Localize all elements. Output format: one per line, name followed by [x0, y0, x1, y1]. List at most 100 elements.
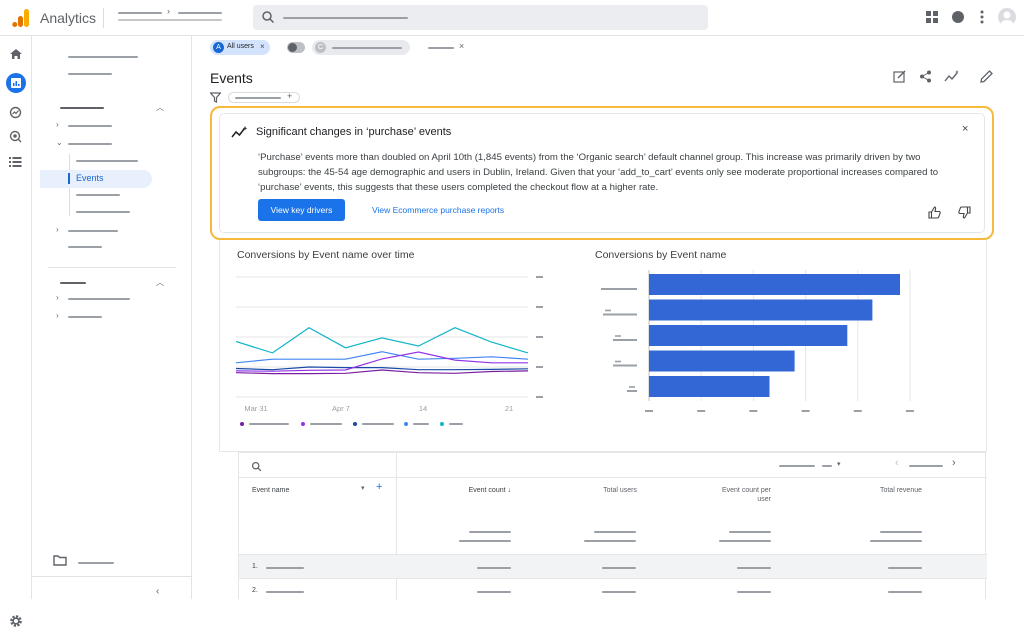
expand-chevron-icon[interactable]: › [56, 293, 59, 302]
thumb-down-icon[interactable] [958, 206, 971, 219]
nav-item[interactable] [68, 230, 118, 232]
advertising-icon[interactable] [9, 130, 22, 143]
insight-card: Significant changes in ‘purchase’ events… [210, 106, 994, 240]
col-header-event-count[interactable]: Event count ↓ [449, 486, 511, 495]
nav-divider [48, 267, 176, 268]
nav-subitem[interactable] [76, 211, 130, 213]
col-header-total-revenue[interactable]: Total revenue [879, 487, 922, 494]
analytics-logo-icon[interactable] [12, 8, 30, 28]
segment-chip-all-users[interactable]: A All users × [210, 40, 270, 55]
home-icon[interactable] [9, 48, 23, 60]
search-bar[interactable] [253, 5, 708, 30]
apps-grid-icon[interactable] [926, 11, 938, 23]
configure-icon[interactable] [9, 157, 22, 167]
nav-subitem[interactable] [76, 194, 120, 196]
series-line-4[interactable] [236, 369, 529, 375]
share-icon[interactable] [919, 70, 932, 83]
view-ecommerce-reports-link[interactable]: View Ecommerce purchase reports [372, 205, 505, 215]
view-key-drivers-button[interactable]: View key drivers [258, 199, 345, 221]
nav-item[interactable] [68, 298, 130, 300]
series-line-0[interactable] [236, 326, 529, 354]
settings-icon[interactable] [9, 614, 23, 628]
legend-label [310, 423, 342, 425]
customize-report-icon[interactable] [893, 70, 906, 83]
bar-chart[interactable] [598, 270, 928, 416]
nav-item[interactable] [68, 56, 138, 58]
line-chart[interactable]: Mar 31 Apr 7 14 21 [236, 270, 551, 416]
legend-item[interactable] [404, 421, 430, 429]
x-tick-label: 21 [505, 404, 513, 413]
table-row[interactable]: 2. [239, 578, 987, 602]
add-filter-button[interactable]: + [287, 91, 293, 101]
nav-section-header[interactable] [60, 107, 104, 109]
series-line-1[interactable] [236, 351, 529, 364]
collapse-chevron-icon[interactable]: ︿ [156, 278, 164, 287]
nav-item[interactable] [68, 73, 112, 75]
account-property-switcher[interactable]: › [118, 6, 228, 26]
chevron-down-icon[interactable]: ▾ [837, 461, 841, 468]
legend-swatch [353, 422, 357, 426]
legend-item[interactable] [301, 421, 343, 429]
legend-label [362, 423, 394, 425]
insight-card-body: Significant changes in ‘purchase’ events… [219, 113, 985, 233]
edit-icon[interactable] [980, 70, 993, 83]
close-icon[interactable]: × [260, 42, 265, 51]
chevron-left-icon[interactable]: ‹ [156, 586, 160, 597]
nav-subitem[interactable] [76, 160, 138, 162]
col-header-event-name[interactable]: Event name [252, 487, 290, 494]
help-icon[interactable] [952, 11, 964, 23]
reports-icon[interactable] [6, 73, 26, 93]
search-icon[interactable] [251, 461, 262, 472]
add-icon[interactable]: + [376, 481, 383, 493]
collapse-chevron-icon[interactable]: ︿ [156, 103, 164, 112]
more-vert-icon[interactable] [980, 10, 984, 24]
nav-item-events[interactable]: Events [76, 173, 104, 183]
sort-desc-icon[interactable]: ↓ [507, 487, 512, 494]
legend-item[interactable] [440, 421, 464, 429]
bar-2[interactable] [649, 325, 848, 346]
expand-chevron-icon[interactable]: › [56, 120, 59, 129]
close-icon[interactable]: × [459, 41, 465, 51]
toggle-knob [288, 43, 297, 52]
chevron-left-icon[interactable]: ‹ [895, 457, 899, 469]
insights-icon[interactable] [944, 70, 960, 83]
comparison-toggle[interactable] [287, 42, 305, 53]
nav-item[interactable] [68, 143, 112, 145]
expand-chevron-icon[interactable]: ⌄ [56, 138, 63, 147]
series-line-2[interactable] [236, 366, 529, 371]
nav-section-header[interactable] [60, 282, 86, 284]
col-header-total-users[interactable]: Total users [603, 487, 637, 494]
nav-item[interactable] [68, 125, 112, 127]
legend-item[interactable] [240, 421, 290, 429]
chevron-right-icon[interactable]: › [952, 457, 956, 469]
expand-chevron-icon[interactable]: › [56, 311, 59, 320]
col-header-event-count-per-user[interactable]: Event count per user [721, 487, 771, 503]
close-icon[interactable]: × [962, 123, 969, 135]
add-comparison-chip[interactable]: × [420, 40, 470, 55]
rows-per-page[interactable] [779, 465, 815, 467]
table-row[interactable]: 1. [239, 554, 987, 578]
bar-4[interactable] [649, 376, 770, 397]
bar-3[interactable] [649, 350, 795, 372]
bar-1[interactable] [649, 299, 873, 321]
library-link[interactable] [78, 562, 114, 564]
rows-per-page-value[interactable] [822, 465, 832, 467]
x-tick-label: Apr 7 [332, 404, 350, 413]
expand-chevron-icon[interactable]: › [56, 225, 59, 234]
bar-chart-bars [649, 274, 900, 397]
nav-item[interactable] [68, 246, 102, 248]
chevron-down-icon[interactable]: ▾ [361, 485, 365, 492]
series-line-3[interactable] [236, 351, 528, 372]
comparison-chip[interactable]: C [312, 40, 410, 55]
account-avatar-icon[interactable] [998, 8, 1016, 26]
row-rank: 1. [252, 563, 258, 570]
nav-item[interactable] [68, 316, 102, 318]
filter-chip[interactable]: + [228, 91, 300, 103]
folder-icon[interactable] [53, 555, 67, 566]
filter-icon[interactable] [210, 92, 221, 103]
bar-0[interactable] [649, 274, 900, 295]
thumb-up-icon[interactable] [928, 206, 941, 219]
legend-item[interactable] [353, 421, 395, 429]
legend-swatch [301, 422, 305, 426]
explore-icon[interactable] [9, 106, 22, 119]
